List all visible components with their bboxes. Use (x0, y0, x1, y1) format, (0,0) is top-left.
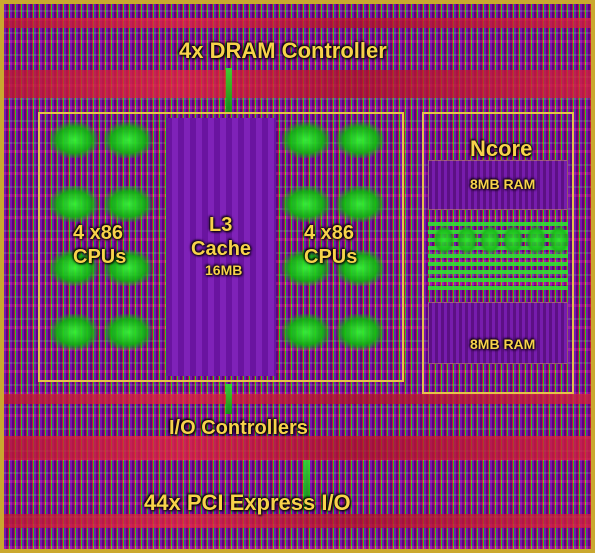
ncore-logic-blob (480, 226, 500, 254)
horizontal-routing-band (4, 70, 591, 98)
chip-die: 4x DRAM Controller 4 x86 CPUs L3 Cache 1… (0, 0, 595, 553)
cpu-core (50, 122, 98, 158)
cpu-core (336, 314, 384, 350)
cpu-core (104, 314, 152, 350)
ncore-logic-blob (457, 226, 477, 254)
cpu-core (104, 122, 152, 158)
horizontal-routing-band (4, 18, 591, 28)
ram-bottom-label: 8MB RAM (470, 336, 535, 352)
cpu-core (282, 186, 330, 222)
cpu-core (282, 122, 330, 158)
cpu-core (50, 314, 98, 350)
io-controllers-label: I/O Controllers (169, 417, 308, 440)
ncore-logic-blob (434, 226, 454, 254)
vertical-routing-channel (226, 384, 232, 414)
cache-label: Cache (191, 238, 251, 261)
ncore-logic-blob (503, 226, 523, 254)
vertical-routing-channel (226, 68, 232, 112)
ram-top-label: 8MB RAM (470, 176, 535, 192)
cpu-left-label-1: 4 x86 (73, 222, 123, 245)
dram-controller-label: 4x DRAM Controller (179, 38, 387, 64)
ncore-ram-bottom (428, 302, 568, 364)
ncore-label: Ncore (470, 136, 532, 162)
cpu-core (104, 186, 152, 222)
ncore-logic-blob (549, 226, 569, 254)
horizontal-routing-band (4, 394, 591, 404)
cpu-right-label-2: CPUs (304, 246, 357, 269)
cpu-core (282, 314, 330, 350)
horizontal-routing-band (4, 514, 591, 528)
l3-label: L3 (209, 214, 232, 237)
cpu-core (50, 186, 98, 222)
cpu-core (336, 186, 384, 222)
pcie-label: 44x PCI Express I/O (144, 490, 351, 516)
cpu-right-label-1: 4 x86 (304, 222, 354, 245)
cpu-left-label-2: CPUs (73, 246, 126, 269)
ncore-logic-blob (526, 226, 546, 254)
cache-size-label: 16MB (205, 262, 242, 278)
cpu-core (336, 122, 384, 158)
